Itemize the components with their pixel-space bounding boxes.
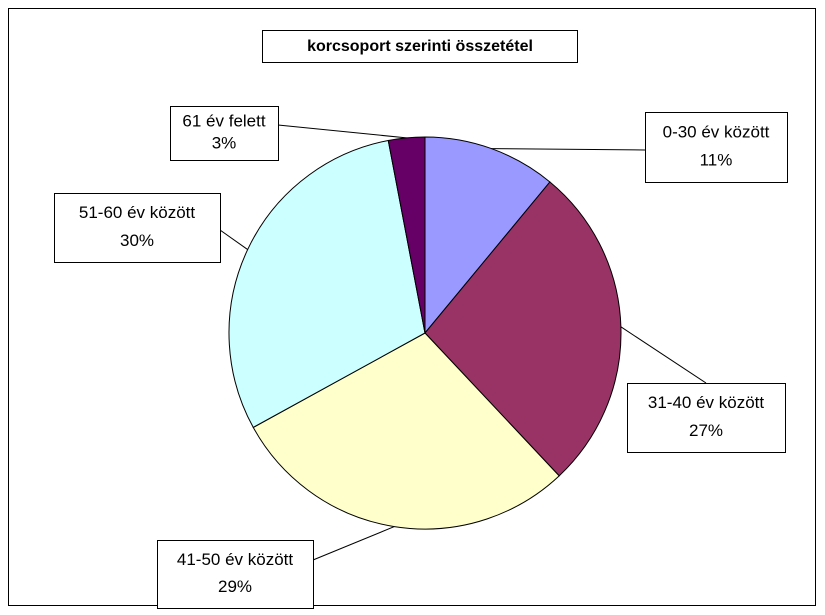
slice-value: 30% <box>120 231 154 250</box>
title-box <box>262 30 578 63</box>
slice-value: 27% <box>689 421 723 440</box>
leader-line <box>312 526 395 561</box>
label-box <box>645 112 788 183</box>
slice-value: 3% <box>212 133 237 152</box>
slice-label: 0-30 év között <box>663 122 770 141</box>
pie-slice <box>424 136 551 335</box>
slice-value: 29% <box>218 577 252 596</box>
label-box <box>157 540 314 609</box>
slice-label: 61 év felett <box>182 112 265 131</box>
pie-slice <box>228 139 426 429</box>
slice-label: 51-60 év között <box>79 203 196 222</box>
leader-line <box>620 326 707 384</box>
slice-label: 31-40 év között <box>648 393 765 412</box>
leader-line <box>219 229 248 250</box>
pie-slice <box>424 181 622 477</box>
label-box <box>54 193 221 263</box>
leader-line <box>491 148 646 151</box>
pie-slice <box>252 332 560 530</box>
slice-label: 41-50 év között <box>177 550 294 569</box>
label-box <box>170 106 279 161</box>
label-box <box>627 383 786 453</box>
slice-value: 11% <box>700 150 733 169</box>
chart-title: korcsoport szerinti összetétel <box>307 38 533 55</box>
leader-line <box>277 124 407 139</box>
